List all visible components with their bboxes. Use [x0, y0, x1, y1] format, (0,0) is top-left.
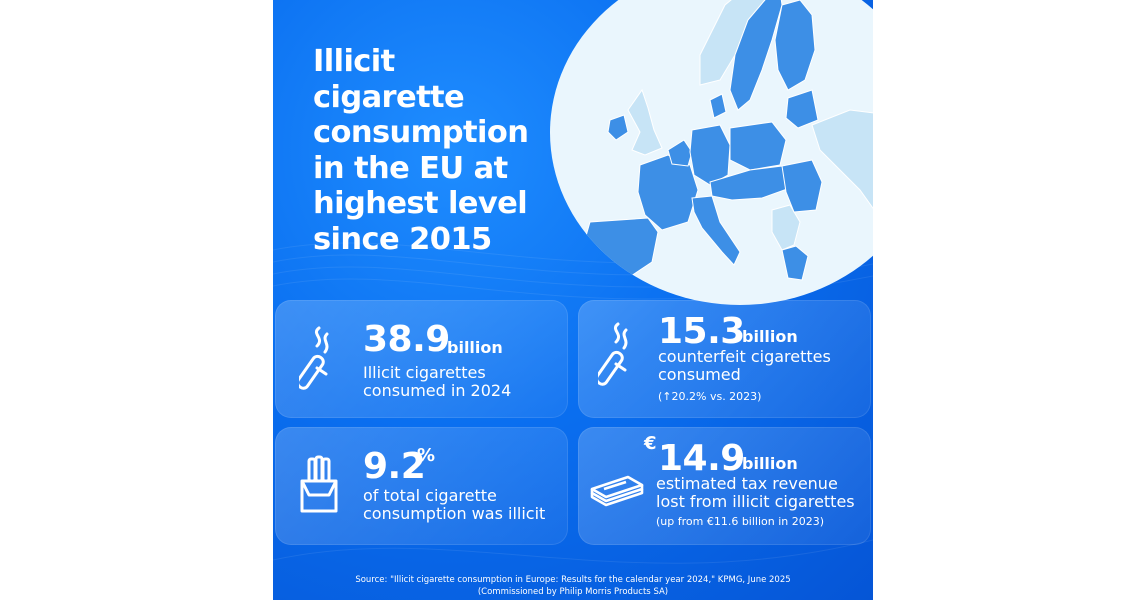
stat-value: 9.2 [363, 446, 426, 487]
romania-bulgaria-shape [781, 159, 823, 213]
stat-card-counterfeit: 15.3 billion counterfeit cigarettes cons… [578, 300, 871, 418]
europe-map [550, 0, 873, 305]
europe-map-graphic [581, 0, 873, 283]
stat-description: of total cigarette consumption was illic… [363, 486, 546, 523]
cigarette-pack-icon [299, 455, 339, 517]
stat-card-illicit-consumption: 38.9 billion Illicit cigarettes consumed… [275, 300, 568, 418]
cigarette-icon [595, 320, 642, 390]
denmark-shape [709, 93, 727, 119]
germany-shape [689, 124, 731, 186]
poland-shape [729, 121, 787, 171]
central-europe-shape [709, 165, 791, 201]
stat-value: 15.3 [658, 311, 745, 352]
balkans-shape [771, 204, 801, 251]
stat-card-illicit-share: 9.2 % of total cigarette consumption was… [275, 427, 568, 545]
stat-unit: billion [447, 338, 503, 357]
banknotes-icon [590, 469, 644, 513]
baltic-states-shape [785, 89, 819, 129]
page-title: Illicit cigarette consumption in the EU … [313, 44, 529, 257]
italy-shape [691, 195, 741, 266]
cigarette-icon [296, 324, 343, 394]
stat-description: estimated tax revenue lost from illicit … [656, 474, 855, 511]
infographic: Illicit cigarette consumption in the EU … [273, 0, 873, 600]
stat-description: counterfeit cigarettes consumed [658, 347, 831, 384]
uk-shape [627, 88, 663, 156]
sweden-shape [729, 0, 783, 111]
eastern-europe-shape [811, 109, 873, 210]
greece-shape [781, 245, 809, 281]
stat-unit: billion [742, 327, 798, 346]
currency-symbol: € [644, 433, 657, 454]
stat-value: 38.9 [363, 319, 450, 360]
ireland-shape [607, 114, 629, 141]
stat-description: Illicit cigarettes consumed in 2024 [363, 363, 512, 400]
stat-unit: % [417, 445, 436, 466]
source-line: Source: "Illicit cigarette consumption i… [355, 575, 791, 585]
iberia-shape [581, 217, 659, 283]
stat-note: (up from €11.6 billion in 2023) [656, 515, 825, 528]
stat-card-tax-revenue: € 14.9 billion estimated tax revenue los… [578, 427, 871, 545]
finland-shape [774, 0, 816, 91]
benelux-shape [667, 139, 693, 167]
stat-note: (↑20.2% vs. 2023) [658, 390, 762, 403]
stat-value: 14.9 [658, 438, 745, 479]
source-commission-line: (Commissioned by Philip Morris Products … [477, 587, 669, 597]
stat-unit: billion [742, 454, 798, 473]
